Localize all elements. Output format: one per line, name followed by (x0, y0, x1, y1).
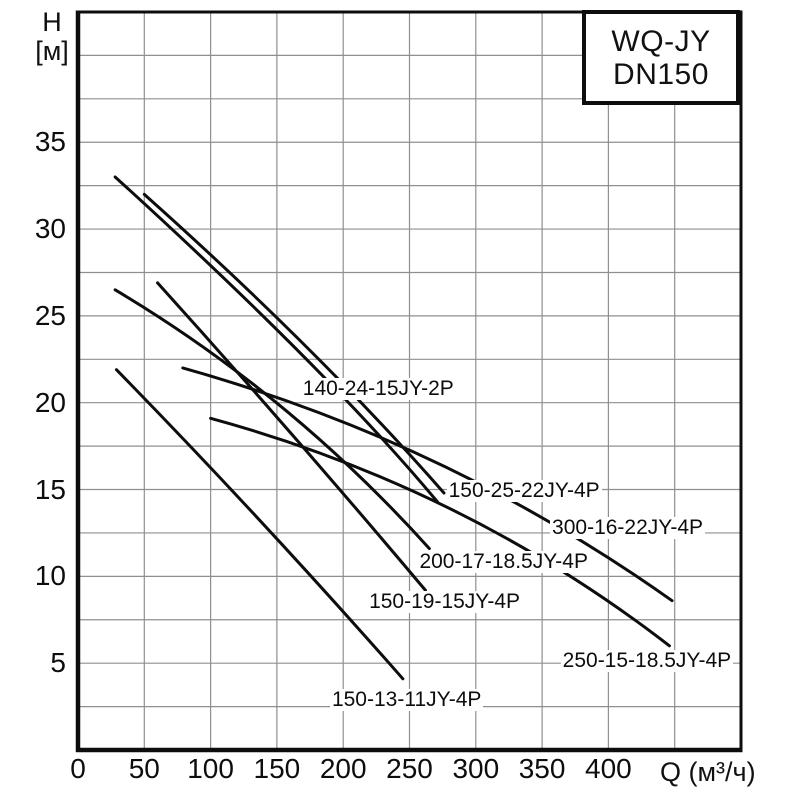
curve-label-150-25-22JY-4P: 150-25-22JY-4P (446, 479, 602, 503)
y-axis-label: H (42, 7, 62, 37)
x-tick-150: 150 (253, 753, 301, 784)
x-tick-200: 200 (319, 753, 367, 784)
x-tick-350: 350 (518, 753, 566, 784)
pump-curve-150-19-15JY-4P (156, 281, 427, 592)
title-series-name: WQ-JY (611, 24, 711, 58)
pump-curve-150-25-22JY-4P (142, 192, 446, 495)
x-tick-400: 400 (585, 753, 632, 784)
x-tick-100: 100 (187, 753, 234, 784)
x-tick-300: 300 (452, 753, 500, 784)
curve-label-140-24-15JY-2P: 140-24-15JY-2P (300, 376, 456, 400)
y-tick-20: 20 (34, 386, 66, 418)
x-tick-0: 0 (70, 753, 86, 784)
y-tick-5: 5 (50, 647, 66, 679)
curve-label-250-15-18.5JY-4P: 250-15-18.5JY-4P (560, 649, 734, 673)
y-tick-35: 35 (34, 126, 66, 158)
title-flange-size: DN150 (613, 57, 709, 91)
y-tick-15: 15 (34, 473, 66, 505)
model-title-box: WQ-JY DN150 (582, 10, 740, 105)
x-tick-50: 50 (128, 753, 160, 784)
pump-curve-140-24-15JY-2P (113, 175, 439, 504)
pump-curve-150-13-11JY-4P (114, 368, 405, 681)
pump-curve-250-15-18.5JY-4P (209, 416, 671, 648)
curve-label-150-13-11JY-4P: 150-13-11JY-4P (329, 687, 484, 711)
x-tick-250: 250 (386, 753, 433, 784)
curve-label-150-19-15JY-4P: 150-19-15JY-4P (367, 590, 523, 614)
y-tick-10: 10 (34, 560, 66, 592)
pump-curve-200-17-18.5JY-4P (113, 288, 431, 551)
pump-curve-300-16-22JY-4P (181, 366, 674, 603)
y-tick-25: 25 (34, 299, 66, 331)
y-tick-30: 30 (34, 213, 66, 245)
curve-label-200-17-18.5JY-4P: 200-17-18.5JY-4P (417, 550, 590, 574)
x-axis-label: Q (м³/ч) (660, 757, 756, 787)
curve-label-300-16-22JY-4P: 300-16-22JY-4P (550, 515, 706, 539)
y-axis-unit-label: [м] (35, 36, 69, 66)
